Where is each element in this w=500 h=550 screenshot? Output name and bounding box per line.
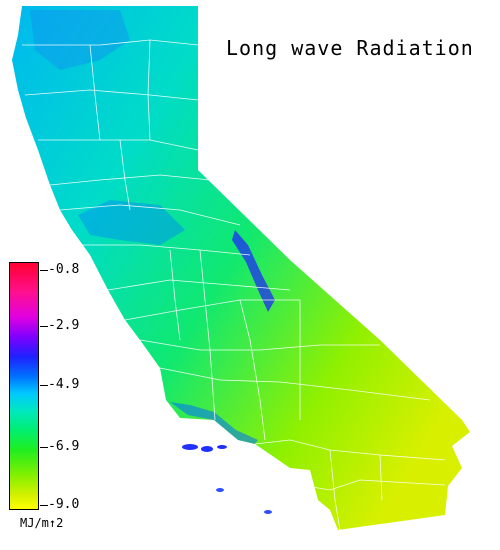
colorbar-tick xyxy=(40,270,48,271)
bay-area-blue xyxy=(78,200,185,245)
colorbar-tick xyxy=(40,505,48,506)
colorbar-tick-label: -9.0 xyxy=(48,497,80,512)
colorbar-tick-label: -6.9 xyxy=(48,439,80,454)
state-outline xyxy=(12,6,470,530)
coastal-blue-band xyxy=(170,402,258,444)
colorbar-tick-label: -2.9 xyxy=(48,318,80,333)
colorbar-tick xyxy=(40,326,48,327)
north-blue xyxy=(30,10,130,70)
colorbar-tick xyxy=(40,447,48,448)
colorbar-tick-label: -0.8 xyxy=(48,262,80,277)
sierra-dark-band xyxy=(232,230,275,312)
islands xyxy=(182,444,272,514)
colorbar-tick xyxy=(40,385,48,386)
colorbar-units: MJ/m↑2 xyxy=(20,516,64,530)
map-title: Long wave Radiation xyxy=(226,36,474,60)
county-lines xyxy=(22,39,446,531)
colorbar-tick-label: -4.9 xyxy=(48,377,80,392)
colorbar xyxy=(9,262,39,510)
